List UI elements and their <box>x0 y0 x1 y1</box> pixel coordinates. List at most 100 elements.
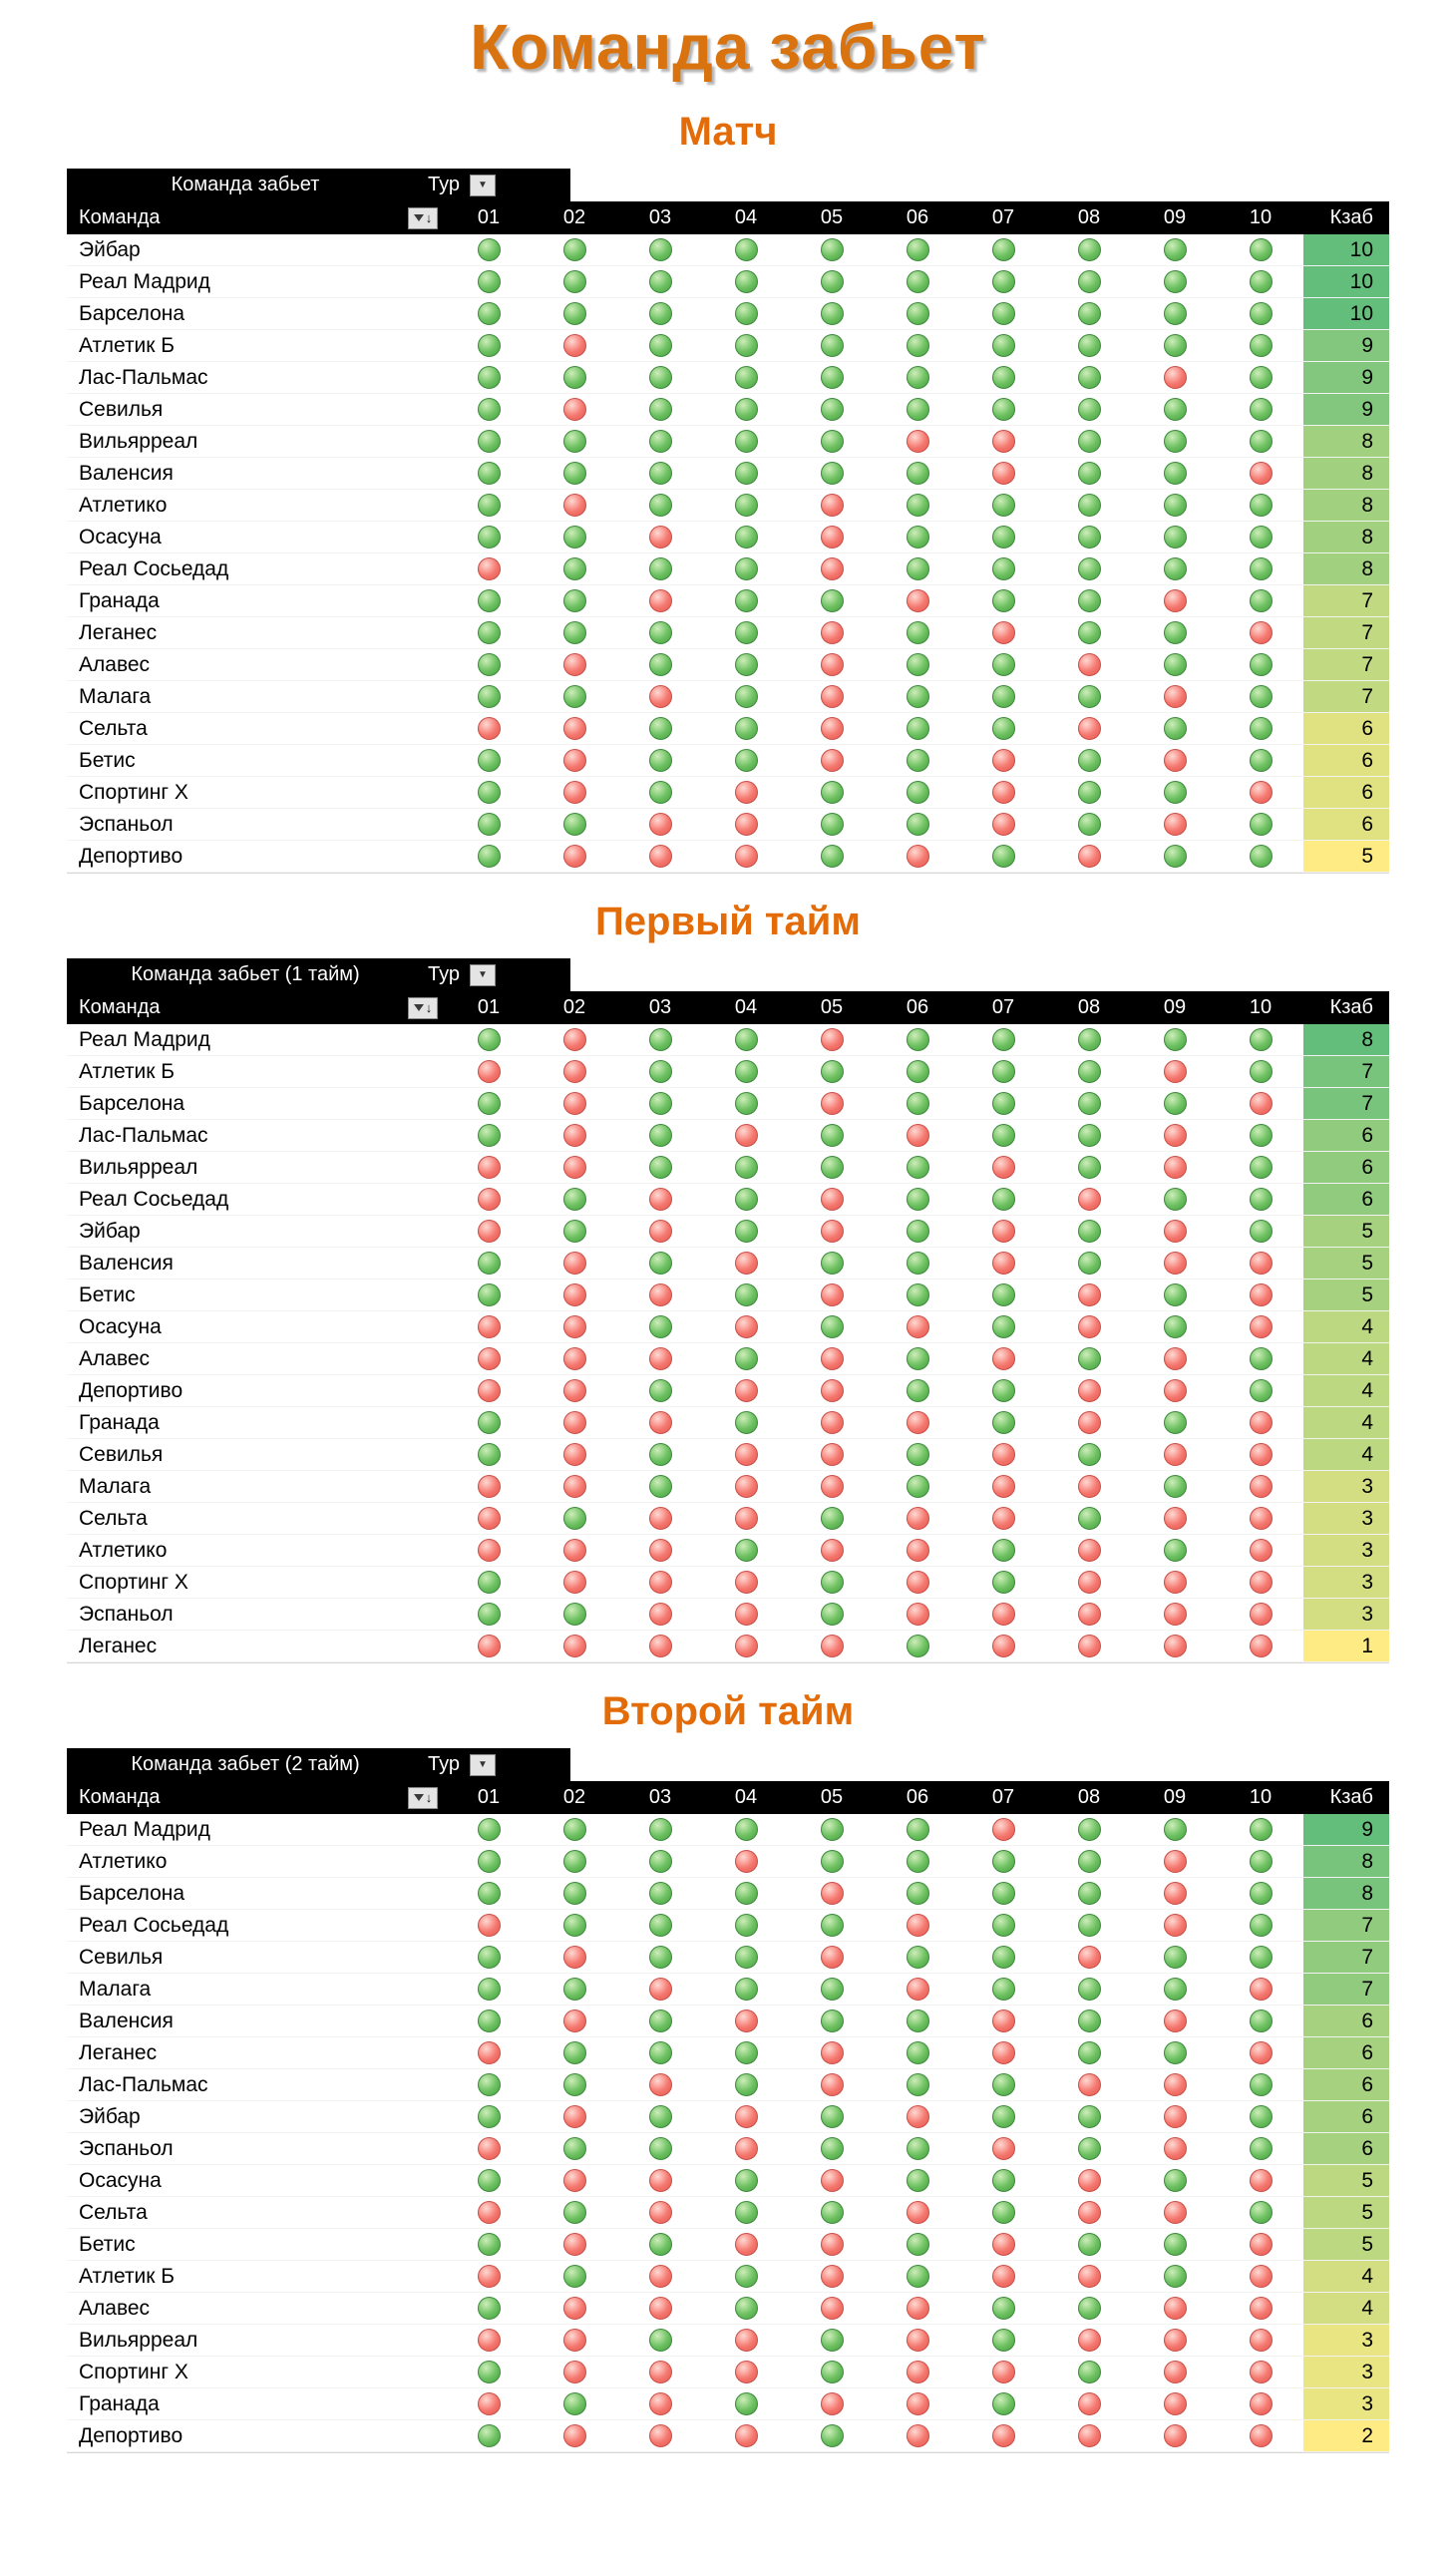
sort-filter-button[interactable]: ↓ <box>408 206 438 229</box>
no-goal-icon <box>1249 1283 1273 1306</box>
dot-cell <box>446 1599 532 1630</box>
dot-cell <box>1218 1814 1303 1845</box>
dot-cell <box>875 2133 960 2164</box>
dot-cell <box>960 522 1046 552</box>
dot-cell <box>1218 2197 1303 2228</box>
goal-icon <box>1249 845 1273 868</box>
dot-cell <box>960 1910 1046 1941</box>
dot-cell <box>1218 713 1303 744</box>
dot-cell <box>1046 2325 1132 2356</box>
dot-cell <box>1218 1439 1303 1470</box>
dot-cell <box>960 617 1046 648</box>
goal-icon <box>991 526 1015 548</box>
no-goal-icon <box>477 1379 501 1402</box>
dot-cell <box>1218 2037 1303 2068</box>
dot-cell <box>1132 1120 1218 1151</box>
no-goal-icon <box>562 1060 586 1083</box>
total-column-header: Кзаб <box>1329 1786 1373 1808</box>
dot-cell <box>446 1910 532 1941</box>
team-name: Леганес <box>67 617 446 648</box>
goal-icon <box>1163 2265 1187 2288</box>
dot-cell <box>617 1024 703 1055</box>
goal-icon <box>906 2137 929 2160</box>
no-goal-icon <box>648 589 672 612</box>
dot-cell <box>1218 2229 1303 2260</box>
team-name: Атлетик Б <box>67 1056 446 1087</box>
filter-dropdown-button[interactable]: ▼ <box>470 963 496 986</box>
dot-cell <box>532 394 617 425</box>
dot-cell <box>617 681 703 712</box>
sort-filter-button[interactable]: ↓ <box>408 1786 438 1809</box>
dot-cell <box>617 1942 703 1973</box>
dot-cell <box>1046 1088 1132 1119</box>
dot-cell <box>875 522 960 552</box>
goal-icon <box>1163 1092 1187 1115</box>
table-row: Атлетико 3 <box>67 1535 1389 1567</box>
goal-icon <box>1249 685 1273 708</box>
goal-icon <box>1249 334 1273 357</box>
no-goal-icon <box>1163 1850 1187 1873</box>
no-goal-icon <box>991 2424 1015 2447</box>
dot-cell <box>703 2388 789 2419</box>
goal-icon <box>991 1539 1015 1562</box>
dot-cell <box>1046 234 1132 265</box>
goal-icon <box>1077 2105 1101 2128</box>
goal-icon <box>734 334 758 357</box>
goal-icon <box>1163 334 1187 357</box>
total-value: 5 <box>1303 1248 1389 1279</box>
dot-cell <box>532 2420 617 2451</box>
dot-cell <box>875 1503 960 1534</box>
dot-cell <box>532 1471 617 1502</box>
no-goal-icon <box>1163 1156 1187 1179</box>
goal-icon <box>477 1850 501 1873</box>
table-row: Гранада 4 <box>67 1407 1389 1439</box>
no-goal-icon <box>1163 2297 1187 2320</box>
dot-cell <box>789 1184 875 1215</box>
dot-cell <box>703 1024 789 1055</box>
goal-icon <box>562 2137 586 2160</box>
dot-cell <box>1132 713 1218 744</box>
sort-arrow-icon: ↓ <box>425 1000 433 1015</box>
goal-icon <box>1249 1347 1273 1370</box>
dot-cell <box>1046 2261 1132 2292</box>
dot-cell <box>703 490 789 521</box>
goal-icon <box>1249 2201 1273 2224</box>
goal-icon <box>820 270 844 293</box>
goal-icon <box>820 366 844 389</box>
no-goal-icon <box>906 2361 929 2383</box>
dot-cell <box>532 2069 617 2100</box>
dot-cell <box>532 2229 617 2260</box>
goal-icon <box>991 238 1015 261</box>
no-goal-icon <box>906 845 929 868</box>
no-goal-icon <box>820 621 844 644</box>
total-value: 9 <box>1303 330 1389 361</box>
dot-cell <box>1046 1152 1132 1183</box>
dot-cell <box>703 362 789 393</box>
no-goal-icon <box>991 621 1015 644</box>
dot-cell <box>1046 1814 1132 1845</box>
dot-cell <box>532 1910 617 1941</box>
no-goal-icon <box>648 813 672 836</box>
no-goal-icon <box>1249 1507 1273 1530</box>
dot-cell <box>532 1375 617 1406</box>
no-goal-icon <box>477 717 501 740</box>
dot-cell <box>960 1248 1046 1279</box>
goal-icon <box>1249 1914 1273 1937</box>
dot-cell <box>960 1088 1046 1119</box>
table-row: Эспаньол 3 <box>67 1599 1389 1631</box>
filter-dropdown-button[interactable]: ▼ <box>470 174 496 196</box>
table-header-row-1: Команда забьет (2 тайм) Тур ▼ <box>67 1748 1389 1781</box>
dot-cell <box>875 809 960 840</box>
goal-icon <box>562 238 586 261</box>
filter-dropdown-button[interactable]: ▼ <box>470 1753 496 1776</box>
goal-icon <box>1249 1379 1273 1402</box>
dot-cell <box>1132 745 1218 776</box>
dot-cell <box>1218 1024 1303 1055</box>
goal-icon <box>648 1060 672 1083</box>
no-goal-icon <box>648 685 672 708</box>
dot-cell <box>1046 1910 1132 1941</box>
round-column-header: 06 <box>906 1786 929 1808</box>
no-goal-icon <box>1077 1475 1101 1498</box>
dot-cell <box>617 1248 703 1279</box>
sort-filter-button[interactable]: ↓ <box>408 996 438 1019</box>
